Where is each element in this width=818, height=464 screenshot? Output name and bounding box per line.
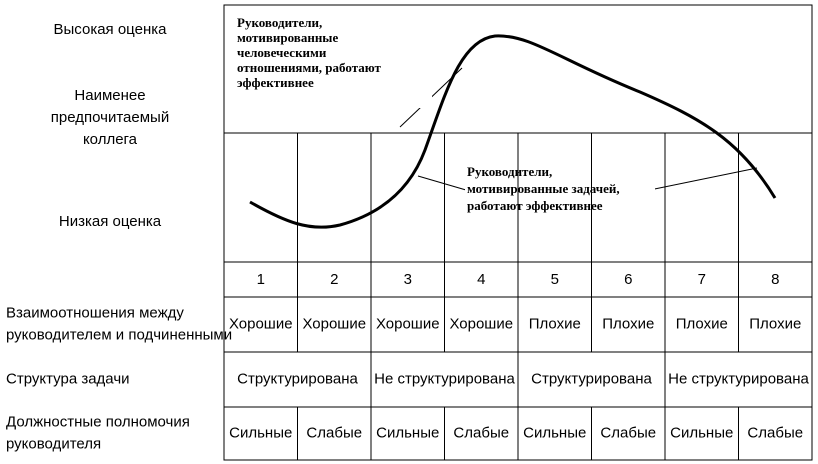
annotation: человеческими bbox=[237, 45, 327, 60]
row-label: Взаимоотношения между bbox=[6, 304, 184, 321]
annotation-bg bbox=[232, 12, 432, 108]
cell: Плохие bbox=[676, 315, 728, 332]
axis-label: предпочитаемый bbox=[51, 109, 169, 126]
cell: Слабые bbox=[747, 424, 803, 441]
cell: Хорошие bbox=[449, 315, 513, 332]
column-number: 6 bbox=[624, 271, 632, 288]
cell: Слабые bbox=[600, 424, 656, 441]
cell: Хорошие bbox=[302, 315, 366, 332]
cell: Плохие bbox=[529, 315, 581, 332]
cell: Хорошие bbox=[376, 315, 440, 332]
column-number: 4 bbox=[477, 271, 485, 288]
annotation: мотивированные bbox=[237, 30, 338, 45]
annotation: эффективнее bbox=[237, 75, 314, 90]
row-label: руководителем и подчиненными bbox=[6, 326, 232, 343]
annotation: работают эффективнее bbox=[467, 198, 603, 213]
axis-label: Низкая оценка bbox=[59, 213, 162, 230]
annotation: Руководители, bbox=[467, 164, 552, 179]
annotation-bg bbox=[465, 163, 655, 217]
column-number: 1 bbox=[257, 271, 265, 288]
axis-label: Наименее bbox=[74, 87, 145, 104]
cell: Сильные bbox=[376, 424, 439, 441]
cell: Плохие bbox=[602, 315, 654, 332]
cell: Плохие bbox=[749, 315, 801, 332]
cell: Слабые bbox=[306, 424, 362, 441]
leader-line bbox=[417, 175, 467, 191]
column-number: 5 bbox=[551, 271, 559, 288]
cell: Слабые bbox=[453, 424, 509, 441]
annotation: отношениями, работают bbox=[237, 60, 382, 75]
cell: Сильные bbox=[229, 424, 292, 441]
column-number: 3 bbox=[404, 271, 412, 288]
axis-label: коллега bbox=[83, 131, 138, 148]
cell: Структурирована bbox=[531, 370, 652, 387]
row-label: руководителя bbox=[6, 435, 101, 452]
leader-line bbox=[634, 167, 758, 194]
row-label: Должностные полномочия bbox=[6, 413, 190, 430]
row-label: Структура задачи bbox=[6, 370, 130, 387]
cell: Сильные bbox=[670, 424, 733, 441]
cell: Не структурирована bbox=[668, 370, 809, 387]
column-number: 7 bbox=[698, 271, 706, 288]
cell: Хорошие bbox=[229, 315, 293, 332]
annotation: Руководители, bbox=[237, 15, 322, 30]
column-number: 2 bbox=[330, 271, 338, 288]
effectiveness-curve bbox=[249, 34, 777, 229]
cell: Сильные bbox=[523, 424, 586, 441]
axis-label: Высокая оценка bbox=[54, 21, 168, 38]
column-number: 8 bbox=[771, 271, 779, 288]
annotation: мотивированные задачей, bbox=[467, 181, 620, 196]
cell: Структурирована bbox=[237, 370, 358, 387]
cell: Не структурирована bbox=[374, 370, 515, 387]
